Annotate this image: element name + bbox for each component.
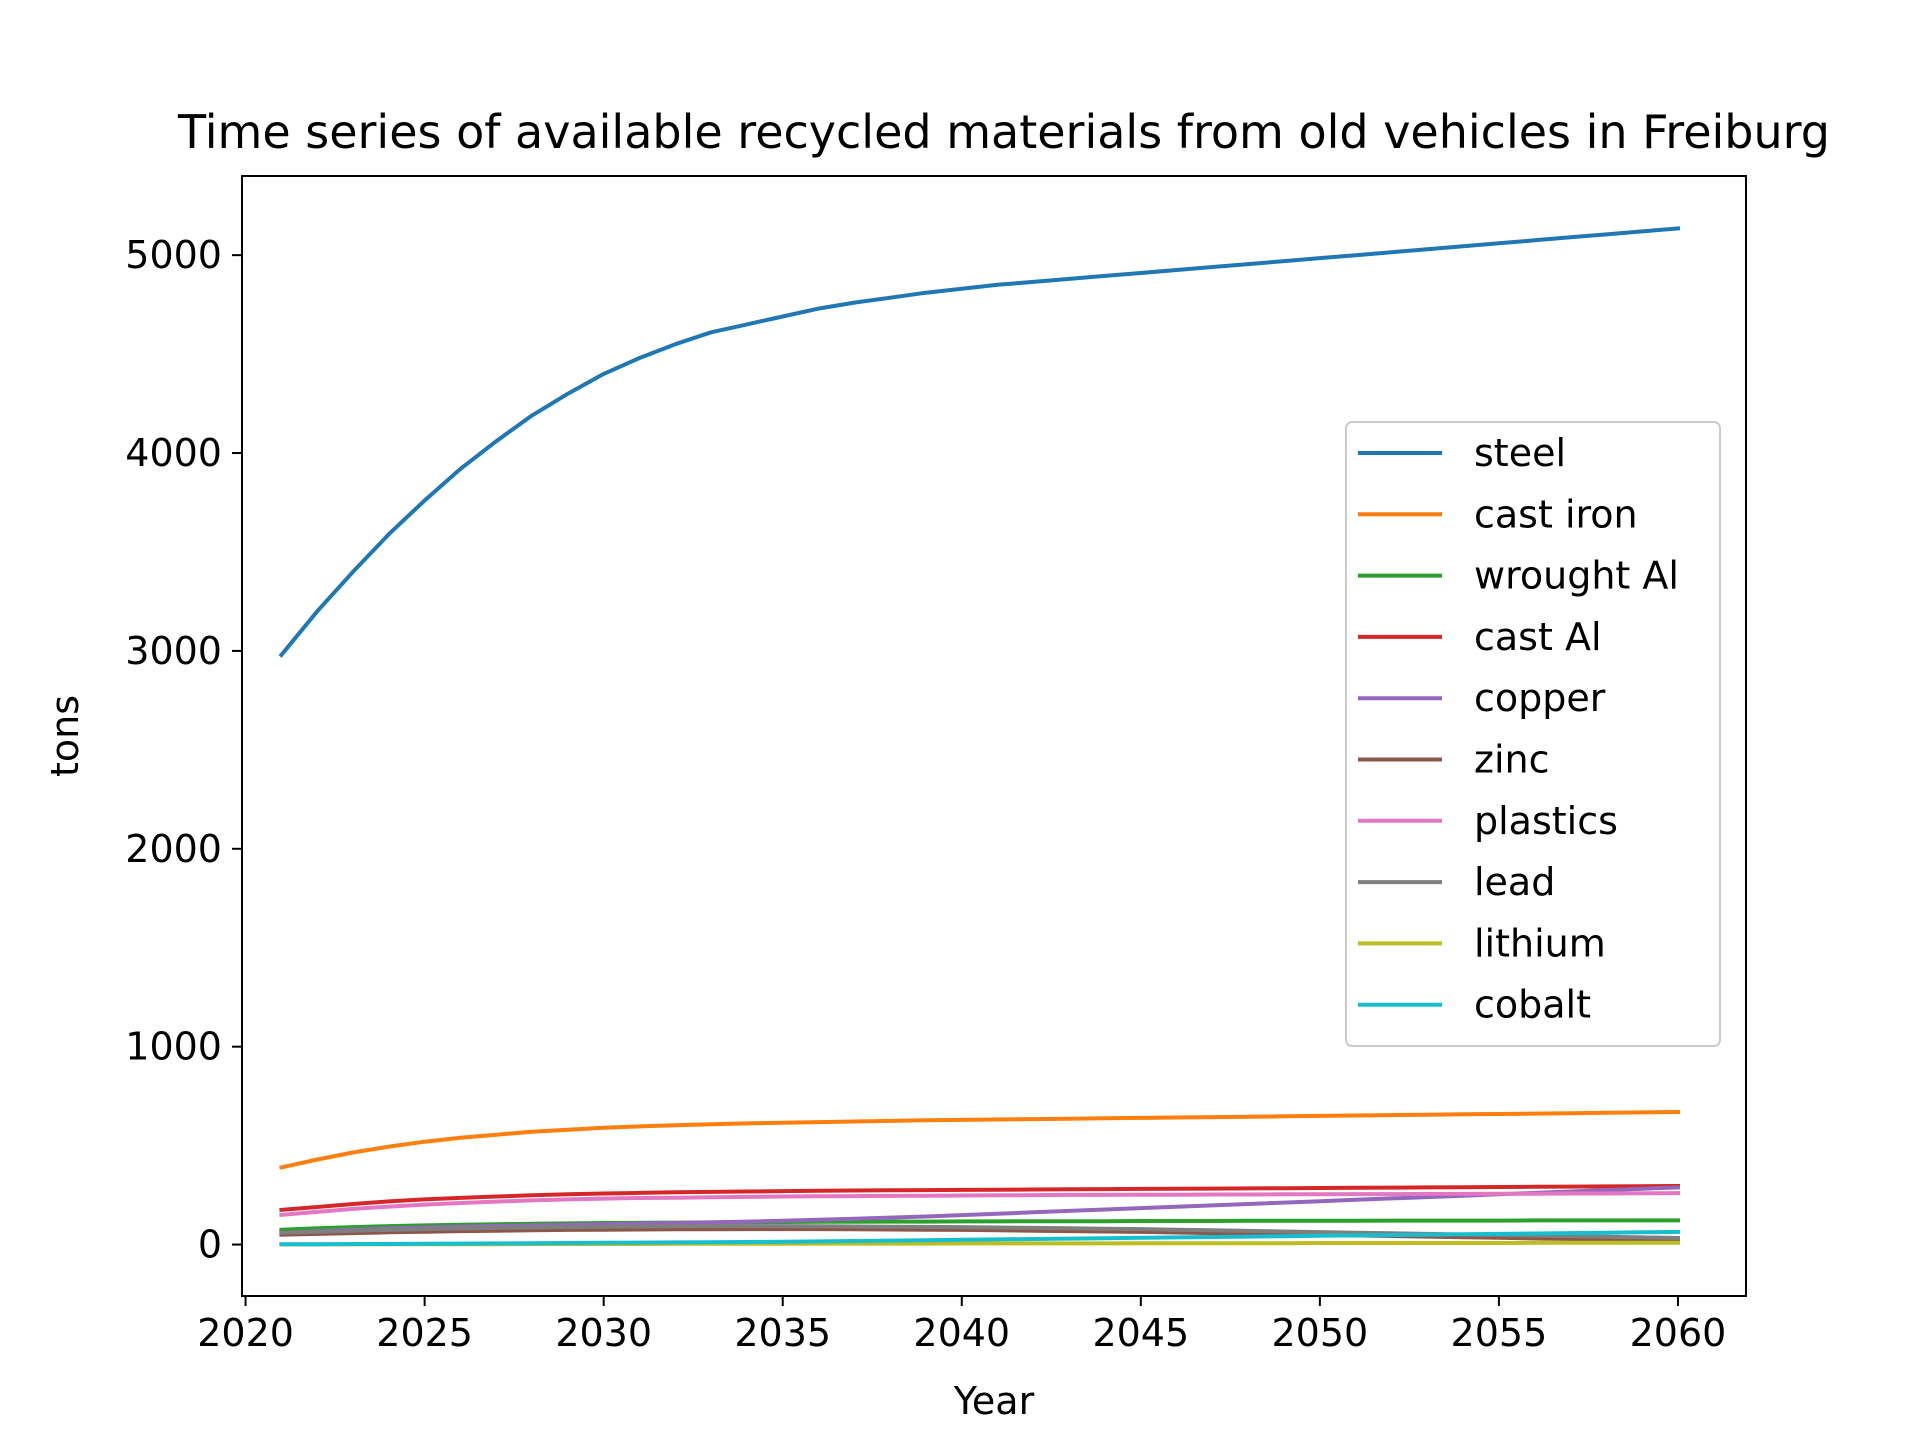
legend-entry: plastics bbox=[1474, 799, 1618, 843]
x-tick-label: 2045 bbox=[1092, 1311, 1189, 1355]
x-tick-label: 2055 bbox=[1451, 1311, 1548, 1355]
x-axis: 2020 2025 2030 2035 2040 2045 2050 2055 2060 bbox=[197, 1296, 1726, 1355]
series-line-steel bbox=[278, 226, 1681, 658]
series-line-plastics bbox=[279, 1191, 1681, 1218]
y-tick-label: 0 bbox=[198, 1223, 222, 1267]
series-line-zinc bbox=[279, 1227, 1681, 1243]
legend-entry: wrought Al bbox=[1474, 554, 1679, 598]
legend-entry: cast iron bbox=[1474, 492, 1638, 536]
legend: steel cast iron wrought Al cast Al copper zin… bbox=[1345, 421, 1721, 1047]
legend-entry: copper bbox=[1474, 676, 1606, 720]
x-tick-label: 2020 bbox=[197, 1311, 294, 1355]
x-tick-label: 2060 bbox=[1630, 1311, 1727, 1355]
series-line-cobalt bbox=[279, 1229, 1681, 1247]
series-line-cast-al bbox=[279, 1183, 1681, 1213]
plot-area-frame bbox=[241, 175, 1747, 1297]
x-axis-label: Year bbox=[953, 1379, 1035, 1423]
legend-entry: cast Al bbox=[1474, 615, 1602, 659]
series-line-cast-iron bbox=[279, 1109, 1681, 1170]
legend-entry: cobalt bbox=[1474, 983, 1591, 1027]
legend-entry: steel bbox=[1474, 431, 1566, 475]
x-tick-label: 2030 bbox=[555, 1311, 652, 1355]
y-axis: 0 1000 2000 3000 4000 5000 bbox=[125, 233, 242, 1267]
y-tick-label: 3000 bbox=[125, 629, 222, 673]
y-tick-label: 4000 bbox=[125, 431, 222, 475]
x-tick-label: 2050 bbox=[1272, 1311, 1369, 1355]
y-tick-label: 1000 bbox=[125, 1025, 222, 1069]
legend-entry: zinc bbox=[1474, 738, 1549, 782]
legend-entry: lithium bbox=[1474, 921, 1606, 965]
y-tick-label: 2000 bbox=[125, 827, 222, 871]
y-axis-label: tons bbox=[43, 695, 87, 777]
x-tick-label: 2035 bbox=[734, 1311, 831, 1355]
series-layer bbox=[278, 226, 1681, 1247]
x-tick-label: 2025 bbox=[376, 1311, 473, 1355]
legend-entry: lead bbox=[1474, 860, 1555, 904]
legend-box bbox=[1345, 421, 1721, 1047]
y-tick-label: 5000 bbox=[125, 233, 222, 277]
x-tick-label: 2040 bbox=[913, 1311, 1010, 1355]
chart-title: Time series of available recycled materi… bbox=[177, 105, 1830, 159]
